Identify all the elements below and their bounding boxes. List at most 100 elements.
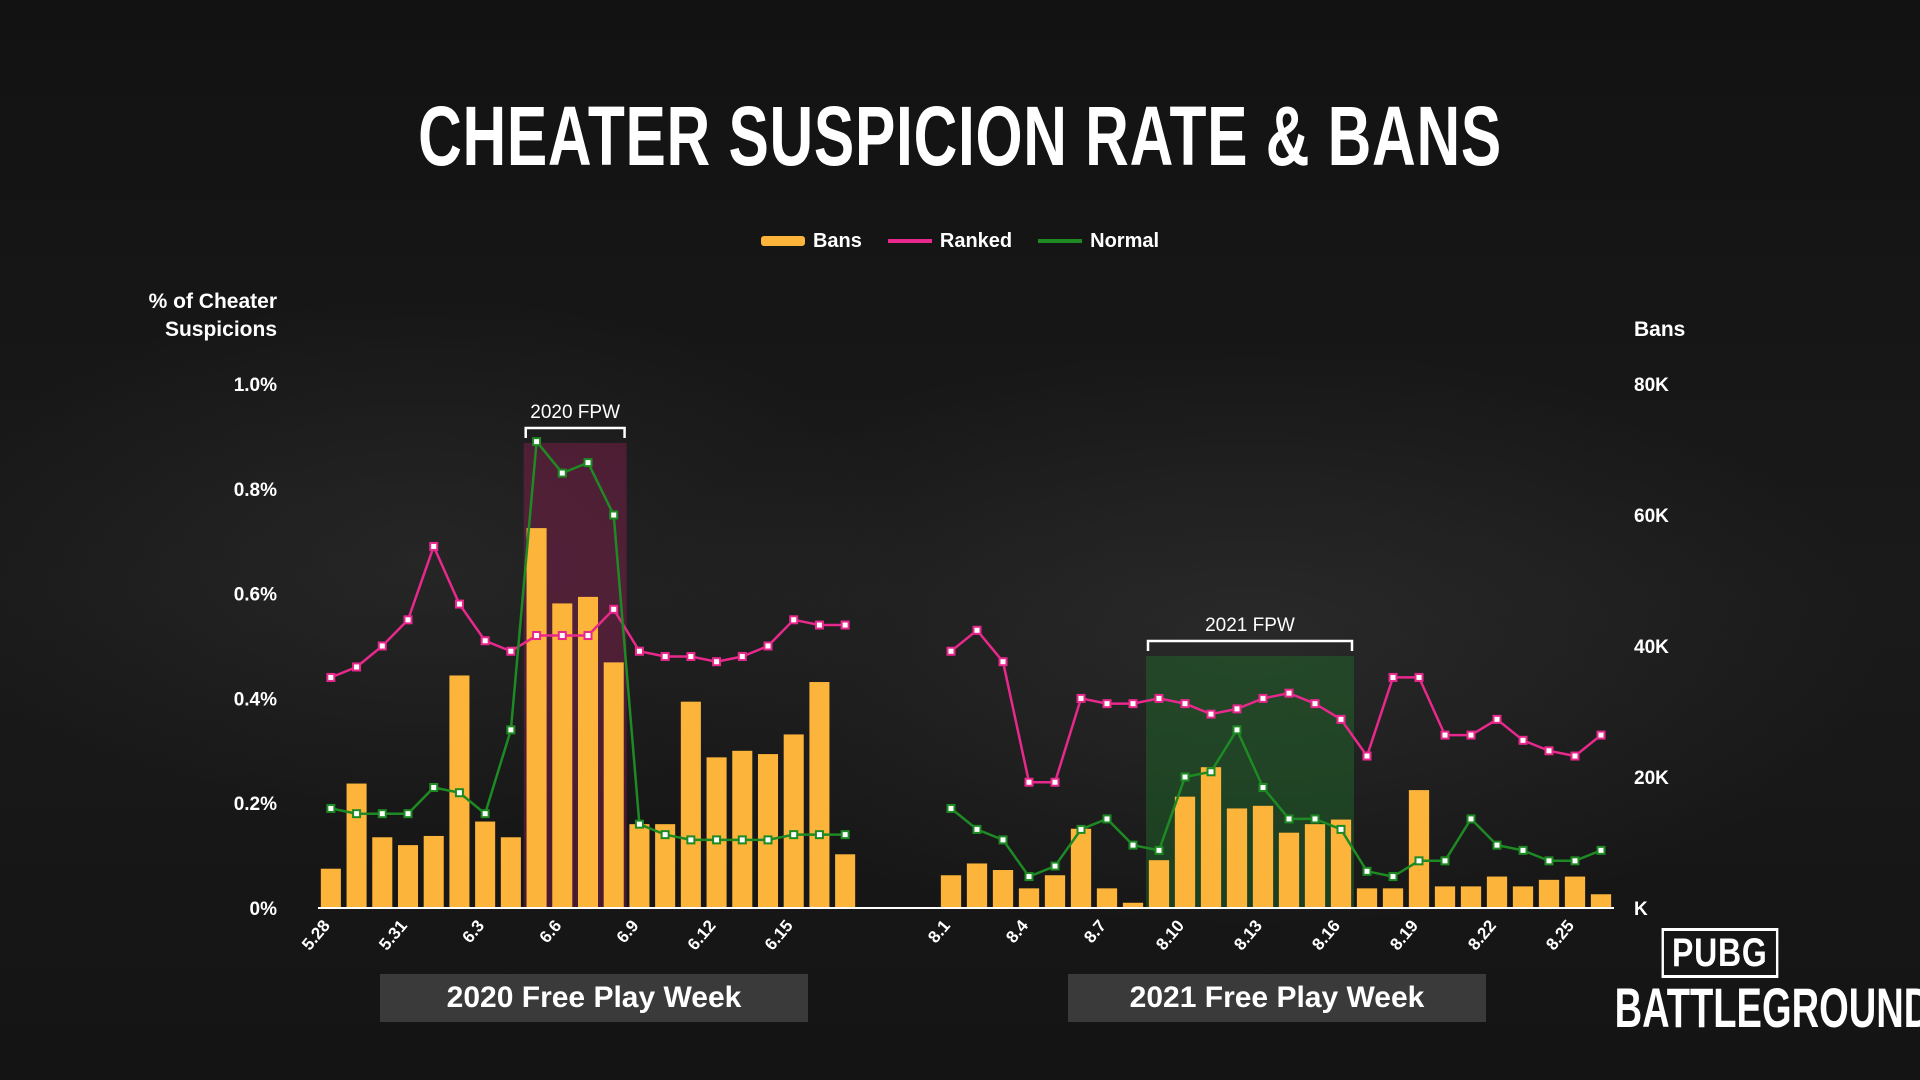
ranked-point xyxy=(763,641,773,651)
normal-point xyxy=(1362,866,1372,876)
ranked-point xyxy=(634,646,644,656)
ranked-point xyxy=(1258,693,1268,703)
x-tick-label: 6.15 xyxy=(761,916,797,954)
right-y-tick-label: K xyxy=(1634,899,1648,920)
normal-point xyxy=(763,835,773,845)
ban-bar xyxy=(372,837,393,908)
ban-bar xyxy=(1044,875,1066,908)
ranked-point xyxy=(403,615,413,625)
ranked-point xyxy=(1414,672,1424,682)
ban-bar xyxy=(320,868,341,908)
legend-swatch-bans xyxy=(760,236,805,246)
ranked-point xyxy=(1128,699,1138,709)
normal-point xyxy=(352,809,362,819)
ranked-point xyxy=(1518,735,1528,745)
ranked-point xyxy=(326,672,336,682)
normal-point xyxy=(660,830,670,840)
legend-label-normal: Normal xyxy=(1090,229,1160,252)
ban-bar xyxy=(940,875,962,908)
ban-bar xyxy=(1590,894,1612,908)
tick-layer: 0% 0.2% 0.4% 0.6% 0.8% 1.0% K 20K 40K 60K 80K 5.28 5… xyxy=(234,375,1669,954)
line-layer xyxy=(326,437,1606,882)
normal-point xyxy=(1284,814,1294,824)
ban-bar xyxy=(1252,805,1274,908)
x-tick-label: 5.31 xyxy=(375,916,411,954)
ban-bar xyxy=(992,870,1014,908)
normal-point xyxy=(1518,845,1528,855)
ban-bar xyxy=(835,854,856,908)
pubg-battlegrounds-logo: PUBG BATTLEGROUNDS xyxy=(1565,928,1920,1038)
ranked-point xyxy=(814,620,824,630)
ban-bar xyxy=(526,528,547,908)
normal-point xyxy=(609,510,619,520)
ranked-point xyxy=(686,651,696,661)
ban-bar xyxy=(577,596,599,908)
ban-bar xyxy=(552,603,573,908)
ban-bar xyxy=(757,754,779,908)
ranked-point xyxy=(1570,751,1580,761)
left-y-tick-label: 0% xyxy=(250,899,278,920)
ban-bar xyxy=(1408,790,1430,908)
legend: Bans Ranked Normal xyxy=(0,226,1920,256)
ranked-point xyxy=(1362,751,1372,761)
ban-bar xyxy=(1460,886,1482,908)
axis-layer: % of Cheater Suspicions Bans xyxy=(149,290,1686,341)
x-tick-label: 8.7 xyxy=(1080,916,1110,946)
ranked-point xyxy=(1154,693,1164,703)
ranked-point xyxy=(557,631,567,641)
ranked-point xyxy=(1310,699,1320,709)
normal-point xyxy=(1206,767,1216,777)
ranked-point xyxy=(737,651,747,661)
ranked-point xyxy=(1388,672,1398,682)
normal-point xyxy=(480,809,490,819)
normal-point xyxy=(1336,824,1346,834)
ban-bar xyxy=(655,824,676,908)
ranked-point xyxy=(583,631,593,641)
ranked-point xyxy=(1050,777,1060,787)
ban-bar xyxy=(1200,767,1222,908)
normal-point xyxy=(1544,856,1554,866)
ranked-point xyxy=(352,662,362,672)
x-tick-label: 5.28 xyxy=(298,916,334,954)
normal-point xyxy=(1024,872,1034,882)
right-y-tick-label: 60K xyxy=(1634,506,1669,527)
normal-point xyxy=(326,803,336,813)
normal-point xyxy=(634,819,644,829)
legend-item-bans: Bans xyxy=(760,230,862,253)
ranked-point xyxy=(1232,704,1242,714)
ranked-point xyxy=(789,615,799,625)
normal-point xyxy=(429,782,439,792)
ranked-point xyxy=(480,636,490,646)
ban-bar xyxy=(1434,886,1456,908)
ban-bar xyxy=(1226,808,1248,908)
ban-bar xyxy=(629,824,650,908)
ranked-point xyxy=(1466,730,1476,740)
normal-point xyxy=(686,835,696,845)
ban-bar xyxy=(500,837,521,908)
ranked-point xyxy=(1596,730,1606,740)
ban-bar xyxy=(397,845,419,908)
ranked-point xyxy=(1180,699,1190,709)
legend-swatch-ranked xyxy=(887,239,932,243)
fpw-label: 2020 FPW xyxy=(530,402,620,423)
legend-label-ranked: Ranked xyxy=(939,229,1013,252)
ranked-point xyxy=(972,625,982,635)
ban-bar xyxy=(1538,879,1560,908)
x-tick-label: 8.1 xyxy=(924,916,954,946)
ban-bar xyxy=(1148,860,1170,908)
ranked-point xyxy=(1206,709,1216,719)
normal-point xyxy=(737,835,747,845)
normal-point xyxy=(998,835,1008,845)
ranked-point xyxy=(506,646,516,656)
normal-point xyxy=(1232,725,1242,735)
normal-point xyxy=(557,468,567,478)
chart-title: CHEATER SUSPICION RATE & BANS xyxy=(418,89,1502,183)
ranked-point xyxy=(1102,699,1112,709)
normal-point xyxy=(1492,840,1502,850)
x-tick-label: 8.13 xyxy=(1230,916,1266,954)
ranked-point xyxy=(840,620,850,630)
ban-bar xyxy=(1096,888,1118,908)
ban-bar xyxy=(966,863,988,908)
x-tick-label: 6.6 xyxy=(536,916,566,946)
normal-point xyxy=(712,835,722,845)
